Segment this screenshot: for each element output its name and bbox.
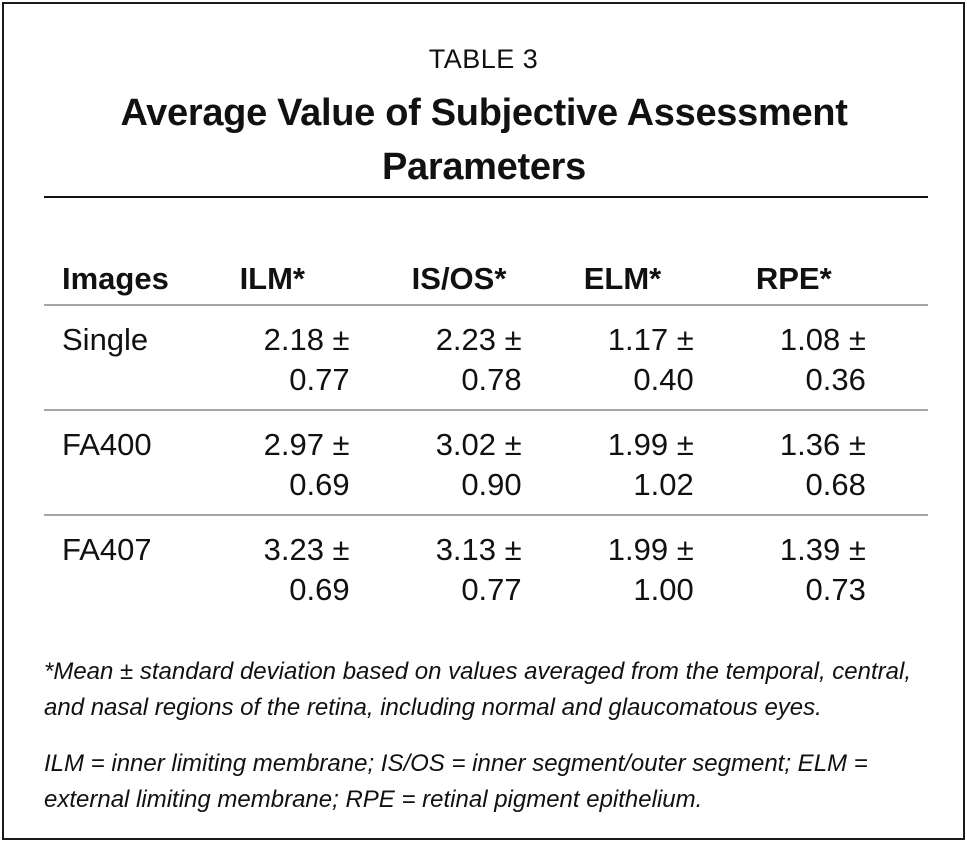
table-cell: 1.99 ±1.02	[583, 410, 756, 516]
column-header: ELM*	[583, 254, 756, 306]
row-label: Single	[44, 305, 240, 411]
abbreviations-note: ILM = inner limiting membrane; IS/OS = i…	[44, 750, 868, 813]
table-row: FA400 2.97 ±0.69 3.02 ±0.90 1.99 ±1.02 1…	[44, 410, 928, 516]
table-row: Single 2.18 ±0.77 2.23 ±0.78 1.17 ±0.40 …	[44, 305, 928, 411]
title-rule	[44, 196, 928, 198]
table-label: TABLE 3	[428, 44, 539, 74]
data-table: Images ILM* IS/OS* ELM* RPE* Single 2.18…	[44, 254, 928, 619]
table-cell: 1.36 ±0.68	[755, 410, 928, 516]
column-header: IS/OS*	[411, 254, 584, 306]
column-header: Images	[44, 254, 240, 306]
table-cell: 1.17 ±0.40	[583, 305, 756, 411]
table-row: FA407 3.23 ±0.69 3.13 ±0.77 1.99 ±1.00 1…	[44, 515, 928, 619]
row-label: FA400	[44, 410, 240, 516]
footnote: *Mean ± standard deviation based on valu…	[44, 658, 912, 721]
table-cell: 2.97 ±0.69	[239, 410, 412, 516]
table-title: Average Value of Subjective Assessment P…	[120, 92, 848, 188]
column-header: RPE*	[755, 254, 928, 306]
header-row: Images ILM* IS/OS* ELM* RPE*	[44, 254, 928, 306]
table-cell: 3.13 ±0.77	[435, 532, 522, 607]
table-cell: 1.39 ±0.73	[779, 532, 866, 607]
table-cell: 3.02 ±0.90	[411, 410, 584, 516]
table-cell: 2.18 ±0.77	[239, 305, 412, 411]
table-cell: 3.23 ±0.69	[263, 532, 350, 607]
column-header: ILM*	[239, 254, 412, 306]
table-cell: 1.08 ±0.36	[755, 305, 928, 411]
table-cell: 2.23 ±0.78	[411, 305, 584, 411]
table-cell: 1.99 ±1.00	[607, 532, 694, 607]
row-label: FA407	[62, 532, 152, 567]
